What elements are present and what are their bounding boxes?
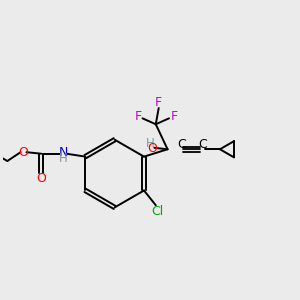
- Text: O: O: [36, 172, 46, 184]
- Text: Cl: Cl: [151, 205, 164, 218]
- Text: H: H: [146, 137, 154, 151]
- Text: F: F: [155, 96, 162, 109]
- Text: C: C: [177, 138, 186, 151]
- Text: F: F: [134, 110, 142, 123]
- Text: C: C: [199, 138, 207, 151]
- Text: N: N: [58, 146, 68, 159]
- Text: H: H: [59, 152, 68, 166]
- Text: O: O: [19, 146, 28, 159]
- Text: O: O: [147, 142, 157, 155]
- Text: F: F: [171, 110, 178, 123]
